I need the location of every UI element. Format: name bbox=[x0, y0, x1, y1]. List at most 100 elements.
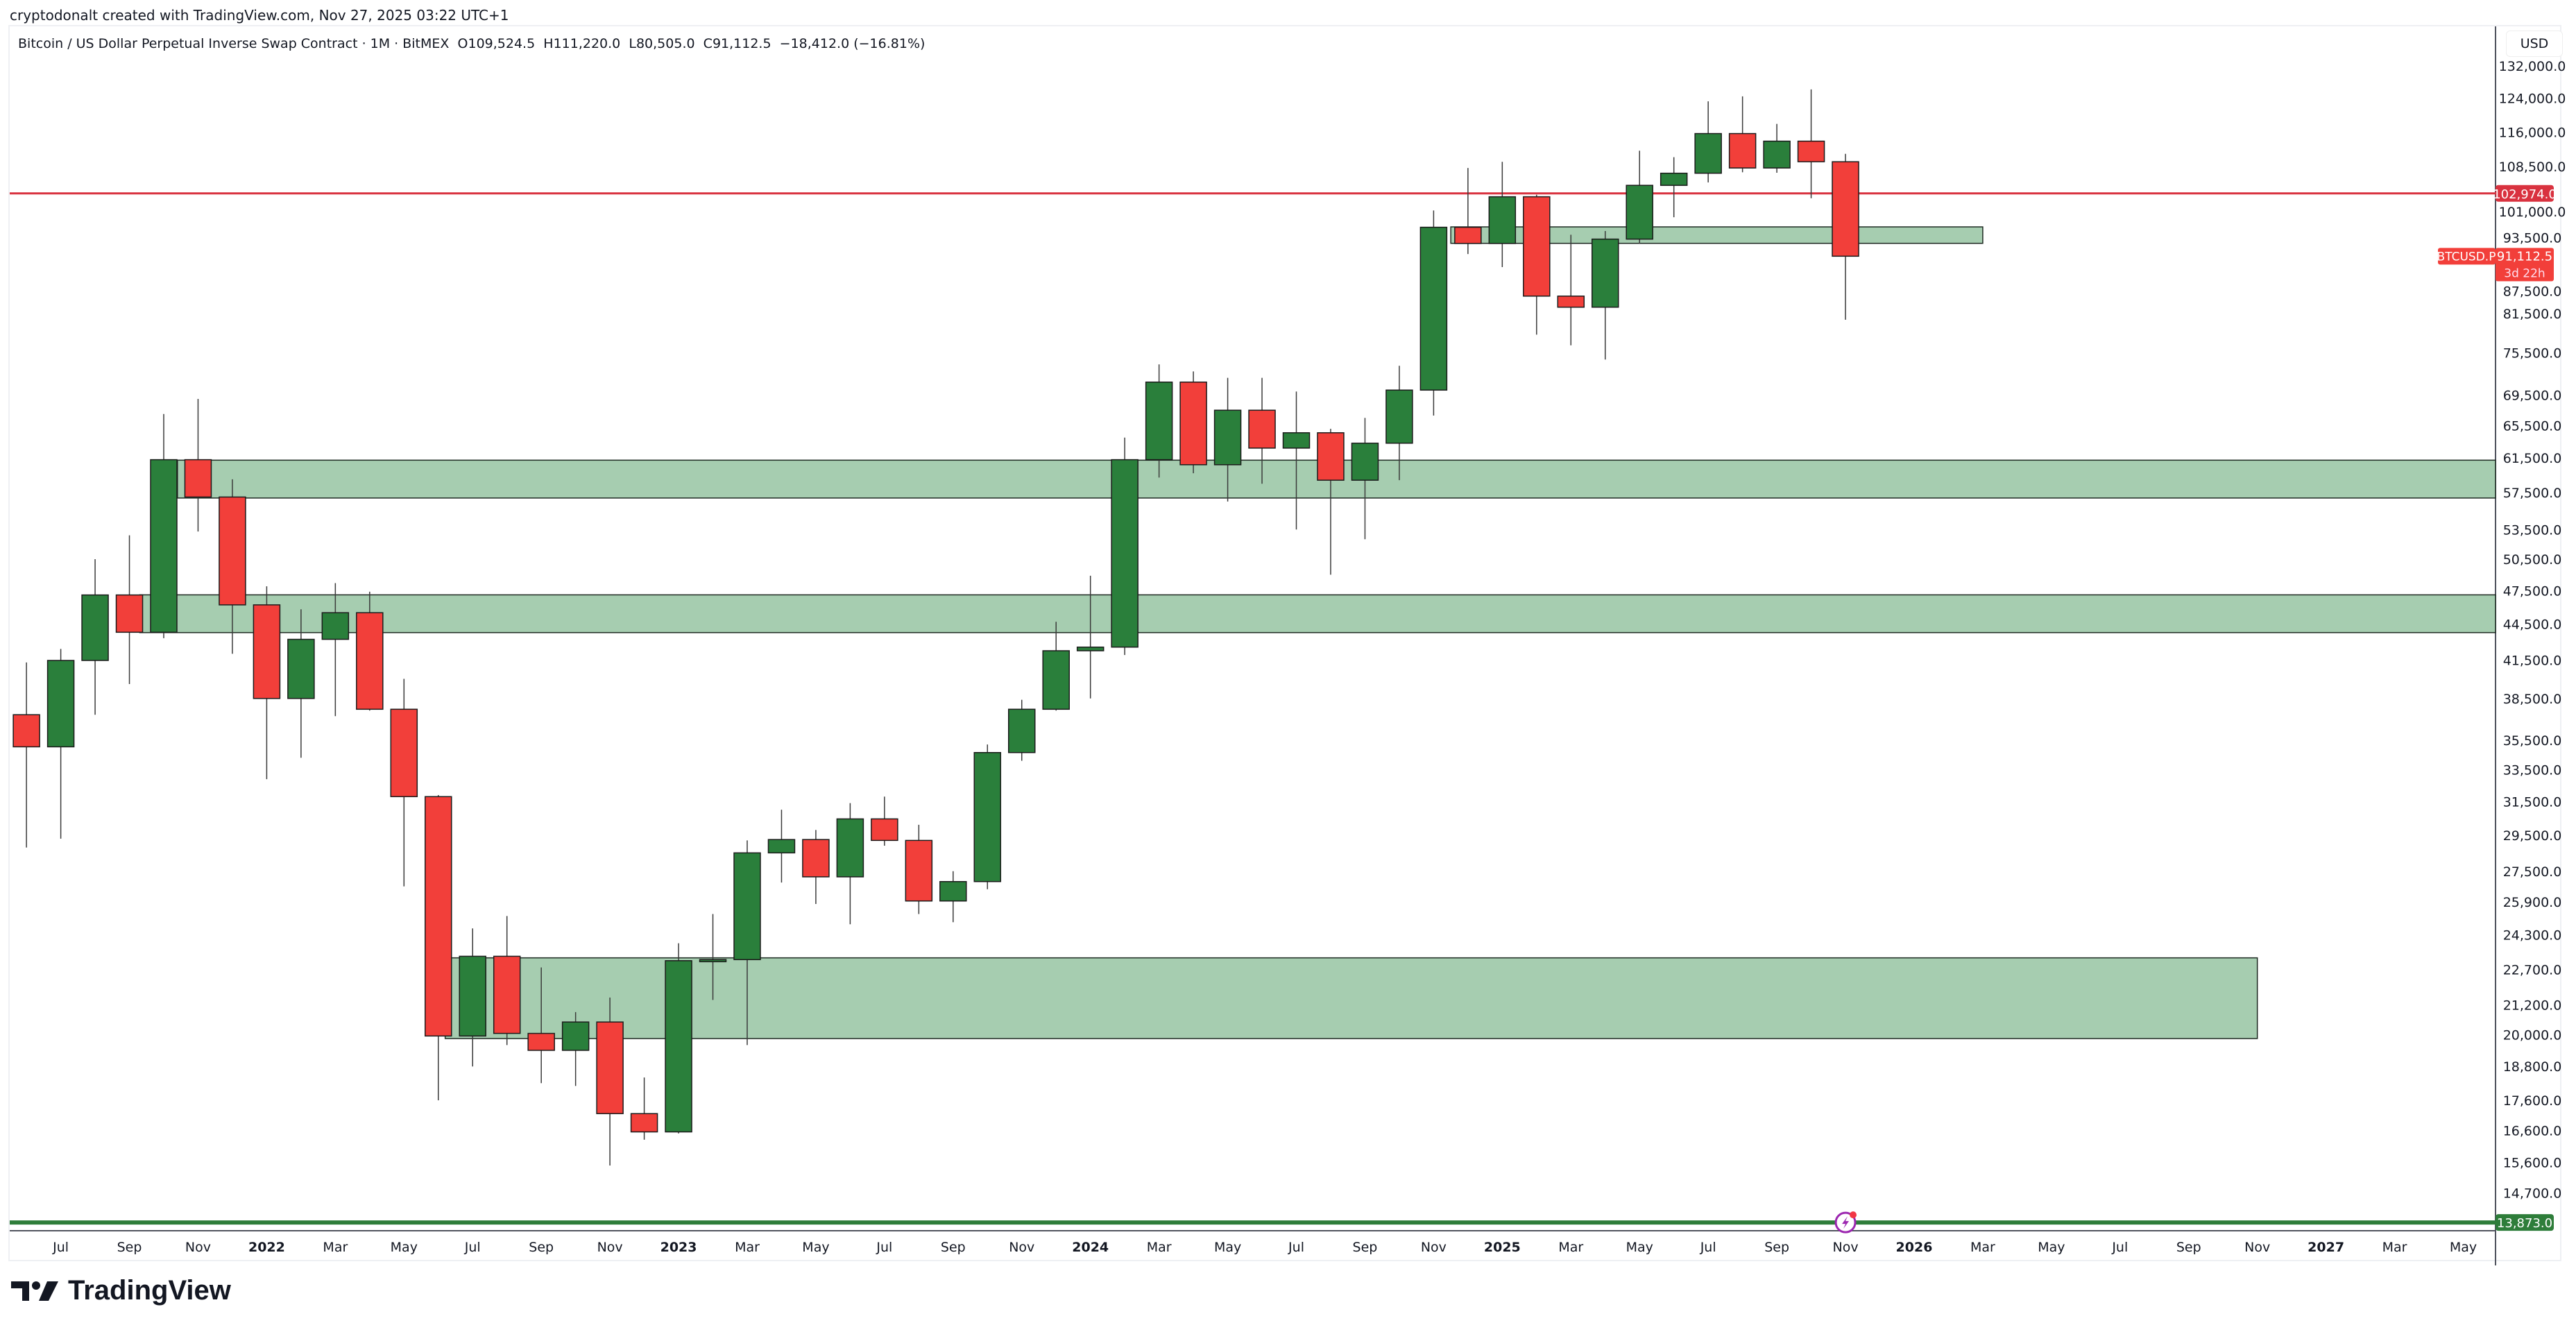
y-tick-label: 65,500.0 bbox=[2503, 419, 2562, 434]
tradingview-logo[interactable]: TradingView bbox=[11, 1275, 231, 1306]
candle-body bbox=[939, 880, 967, 902]
candle-body bbox=[1488, 196, 1517, 244]
symbol-title: Bitcoin / US Dollar Perpetual Inverse Sw… bbox=[18, 36, 450, 51]
candle-body bbox=[1626, 185, 1653, 240]
x-tick-label: 2026 bbox=[1896, 1240, 1933, 1255]
candle-body bbox=[561, 1021, 590, 1051]
zone-rect-3 bbox=[444, 957, 2258, 1039]
attribution-text: cryptodonalt created with TradingView.co… bbox=[10, 7, 509, 24]
x-tick-label: Nov bbox=[1832, 1240, 1858, 1255]
candle-body bbox=[871, 818, 898, 842]
x-tick-label: Nov bbox=[1421, 1240, 1447, 1255]
currency-button[interactable]: USD bbox=[2506, 31, 2563, 57]
candle-2023-12 bbox=[1042, 622, 1070, 711]
candle-body bbox=[1797, 140, 1825, 162]
candle-body bbox=[287, 638, 315, 699]
y-tick-label: 53,500.0 bbox=[2503, 522, 2562, 538]
ohlc-open: O109,524.5 bbox=[457, 36, 536, 51]
x-tick-label: May bbox=[1214, 1240, 1241, 1255]
y-tick-label: 27,500.0 bbox=[2503, 864, 2562, 880]
candle-2021-10 bbox=[150, 413, 178, 638]
x-tick-label: May bbox=[802, 1240, 829, 1255]
y-tick-label: 25,900.0 bbox=[2503, 895, 2562, 910]
price-label-bg-green bbox=[2496, 1214, 2554, 1231]
y-tick-label: 33,500.0 bbox=[2503, 763, 2562, 778]
symbol-legend: Bitcoin / US Dollar Perpetual Inverse Sw… bbox=[18, 36, 925, 51]
candle-body bbox=[973, 752, 1002, 882]
candle-2022-07 bbox=[459, 928, 486, 1067]
x-tick-label: Sep bbox=[1764, 1240, 1789, 1255]
candle-2024-06 bbox=[1248, 377, 1276, 484]
y-tick-label: 87,500.0 bbox=[2503, 284, 2562, 299]
candle-body bbox=[1145, 382, 1173, 461]
y-tick-label: 81,500.0 bbox=[2503, 307, 2562, 322]
candle-2024-05 bbox=[1213, 377, 1242, 502]
y-tick-label: 21,200.0 bbox=[2503, 998, 2562, 1013]
candle-body bbox=[321, 612, 350, 640]
candle-body bbox=[425, 796, 452, 1037]
ohlc-close: C91,112.5 bbox=[703, 36, 771, 51]
y-tick-label: 24,300.0 bbox=[2503, 928, 2562, 943]
x-tick-label: Sep bbox=[1353, 1240, 1378, 1255]
candle-2023-02 bbox=[699, 914, 727, 1000]
x-tick-label: 2022 bbox=[248, 1240, 285, 1255]
candle-2024-01 bbox=[1076, 575, 1104, 699]
candle-body bbox=[1728, 133, 1757, 169]
candle-2023-06 bbox=[836, 803, 864, 925]
y-tick-label: 93,500.0 bbox=[2503, 230, 2562, 246]
candle-body bbox=[1694, 133, 1722, 174]
x-tick-label: Sep bbox=[941, 1240, 966, 1255]
candle-2025-04 bbox=[1592, 230, 1619, 360]
logo-text: TradingView bbox=[68, 1275, 231, 1306]
candle-2025-06 bbox=[1660, 157, 1688, 218]
candle-2024-11 bbox=[1419, 210, 1448, 416]
candle-body bbox=[115, 594, 144, 633]
candle-2021-11 bbox=[184, 399, 212, 532]
y-tick-label: 20,000.0 bbox=[2503, 1027, 2562, 1043]
countdown-label: 3d 22h bbox=[2504, 266, 2545, 280]
candle-2021-07 bbox=[46, 649, 75, 839]
notification-dot bbox=[1850, 1211, 1857, 1219]
candle-body bbox=[1317, 432, 1345, 481]
events-lightning-icon[interactable] bbox=[1834, 1211, 1857, 1234]
y-tick-label: 108,500.0 bbox=[2499, 160, 2566, 175]
candle-2024-09 bbox=[1351, 418, 1379, 540]
candle-body bbox=[733, 852, 761, 960]
candle-2025-03 bbox=[1557, 234, 1585, 345]
y-tick-label: 75,500.0 bbox=[2503, 345, 2562, 361]
x-tick-label: Sep bbox=[2176, 1240, 2201, 1255]
x-tick-label: May bbox=[2450, 1240, 2477, 1255]
candle-2023-03 bbox=[733, 840, 761, 1045]
candle-body bbox=[527, 1032, 555, 1051]
y-tick-label: 29,500.0 bbox=[2503, 828, 2562, 844]
candle-2024-12 bbox=[1454, 168, 1482, 255]
zone-rect-2 bbox=[139, 594, 2496, 633]
candle-body bbox=[1763, 140, 1791, 169]
candle-2022-12 bbox=[630, 1077, 658, 1140]
x-tick-label: Jul bbox=[52, 1240, 69, 1255]
candle-2023-01 bbox=[665, 943, 692, 1134]
candle-2023-07 bbox=[871, 796, 898, 846]
candle-body bbox=[1832, 161, 1859, 257]
y-tick-label: 15,600.0 bbox=[2503, 1155, 2562, 1170]
candle-2024-04 bbox=[1179, 371, 1207, 474]
chart-panel[interactable] bbox=[8, 25, 2561, 1261]
candle-body bbox=[1042, 650, 1070, 710]
y-tick-label: 14,700.0 bbox=[2503, 1186, 2562, 1201]
x-tick-label: Nov bbox=[1009, 1240, 1034, 1255]
x-tick-label: 2024 bbox=[1072, 1240, 1109, 1255]
y-tick-label: 61,500.0 bbox=[2503, 451, 2562, 466]
candle-2025-08 bbox=[1728, 96, 1757, 173]
candle-body bbox=[150, 459, 178, 633]
candle-2023-04 bbox=[767, 810, 796, 883]
y-tick-label: 16,600.0 bbox=[2503, 1123, 2562, 1138]
symbol-label: BTCUSD.P bbox=[2437, 250, 2496, 264]
price-label-bg-red bbox=[2496, 185, 2554, 202]
x-tick-label: Sep bbox=[529, 1240, 554, 1255]
x-tick-label: Jul bbox=[1700, 1240, 1716, 1255]
y-tick-label: 50,500.0 bbox=[2503, 552, 2562, 567]
candle-body bbox=[253, 604, 281, 699]
candle-body bbox=[184, 459, 212, 498]
candle-body bbox=[905, 839, 933, 902]
